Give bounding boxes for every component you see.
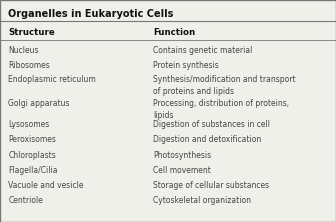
Text: Organelles in Eukaryotic Cells: Organelles in Eukaryotic Cells	[8, 9, 174, 19]
Text: Synthesis/modification and transport
of proteins and lipids: Synthesis/modification and transport of …	[153, 75, 295, 96]
Text: Centriole: Centriole	[8, 196, 43, 205]
Text: Protein synthesis: Protein synthesis	[153, 61, 219, 71]
Text: Chloroplasts: Chloroplasts	[8, 151, 56, 160]
Text: Contains genetic material: Contains genetic material	[153, 46, 252, 55]
Text: Endoplasmic reticulum: Endoplasmic reticulum	[8, 75, 96, 84]
Text: Storage of cellular substances: Storage of cellular substances	[153, 181, 269, 190]
Text: Vacuole and vesicle: Vacuole and vesicle	[8, 181, 84, 190]
Text: Photosynthesis: Photosynthesis	[153, 151, 211, 160]
Text: Golgi apparatus: Golgi apparatus	[8, 99, 70, 108]
Text: Digestion of substances in cell: Digestion of substances in cell	[153, 120, 270, 129]
Text: Processing, distribution of proteins,
lipids: Processing, distribution of proteins, li…	[153, 99, 289, 120]
Text: Function: Function	[153, 28, 195, 37]
Text: Cell movement: Cell movement	[153, 166, 211, 175]
Text: Nucleus: Nucleus	[8, 46, 39, 55]
Text: Lysosomes: Lysosomes	[8, 120, 50, 129]
Text: Digestion and detoxification: Digestion and detoxification	[153, 135, 261, 145]
Text: Peroxisomes: Peroxisomes	[8, 135, 56, 145]
Text: Structure: Structure	[8, 28, 55, 37]
Text: Ribosomes: Ribosomes	[8, 61, 50, 71]
Text: Cytoskeletal organization: Cytoskeletal organization	[153, 196, 251, 205]
Text: Flagella/Cilia: Flagella/Cilia	[8, 166, 58, 175]
